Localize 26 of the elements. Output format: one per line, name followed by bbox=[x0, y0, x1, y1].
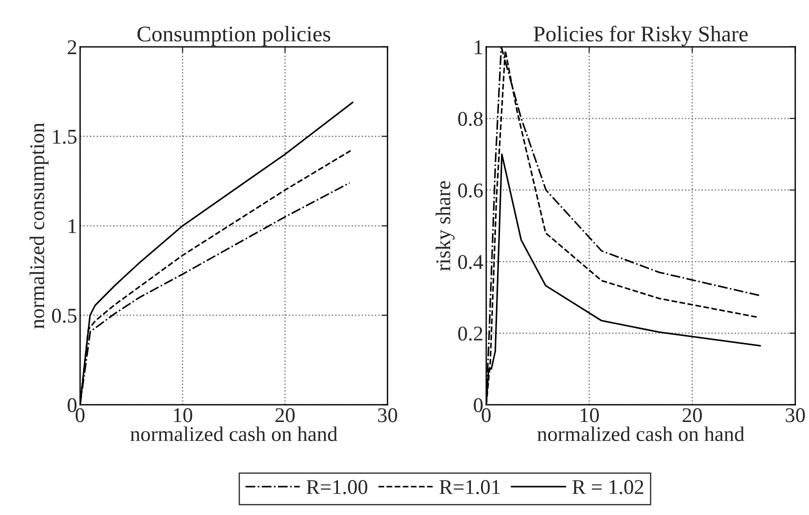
y-tick-label: 1 bbox=[68, 219, 76, 234]
x-tick-label: 20 bbox=[276, 408, 295, 422]
chart-title: Consumption policies bbox=[137, 26, 330, 46]
y-tick-label: 0.2 bbox=[458, 326, 482, 341]
y-axis-title: risky share bbox=[436, 181, 455, 271]
y-tick-label: 0.6 bbox=[458, 183, 483, 198]
y-tick-label: 1 bbox=[474, 40, 482, 54]
x-axis-title: normalized cash on hand bbox=[537, 426, 744, 442]
x-tick-label: 30 bbox=[378, 408, 398, 422]
legend-label: R=1.00 bbox=[306, 480, 368, 494]
x-tick-label: 10 bbox=[580, 408, 599, 422]
chart-title: Policies for Risky Share bbox=[534, 26, 748, 46]
legend-label: R=1.01 bbox=[440, 480, 500, 494]
y-tick-label: 0.5 bbox=[52, 308, 76, 323]
x-axis-title: normalized cash on hand bbox=[130, 426, 338, 442]
x-tick-label: 30 bbox=[786, 408, 805, 422]
x-tick-label: 20 bbox=[682, 408, 702, 422]
y-tick-label: 0 bbox=[474, 398, 483, 412]
y-tick-label: 0 bbox=[68, 398, 77, 412]
y-axis-title: normalized consumption bbox=[30, 122, 48, 329]
y-tick-label: 0.8 bbox=[458, 112, 483, 126]
legend-label: R = 1.02 bbox=[572, 480, 644, 494]
y-tick-label: 0.4 bbox=[458, 254, 484, 270]
x-tick-label: 10 bbox=[174, 408, 192, 422]
y-tick-label: 2 bbox=[68, 40, 76, 54]
y-tick-label: 1.5 bbox=[53, 130, 76, 144]
